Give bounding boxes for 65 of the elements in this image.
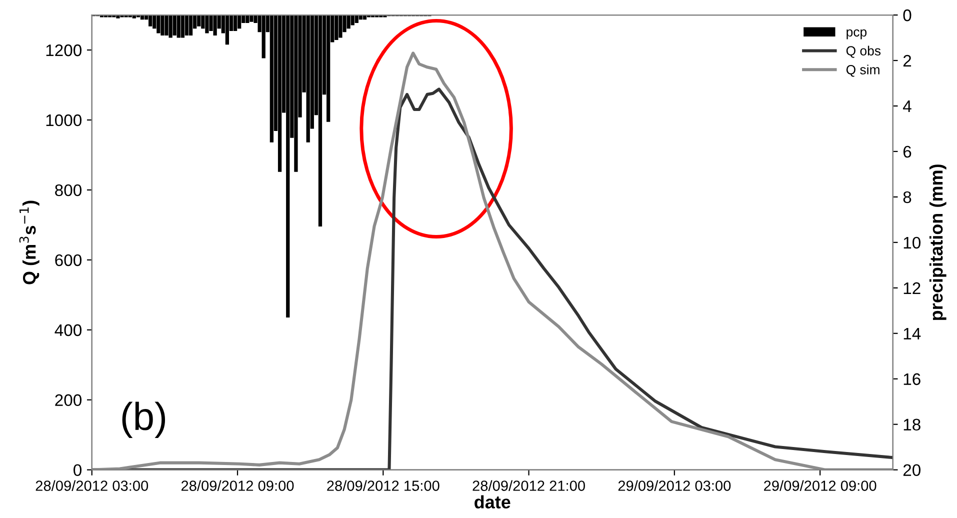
x-axis-title: date [474,495,510,508]
bar [326,15,330,122]
y2-axis-title: precipitation (mm) [929,164,946,320]
bar [338,15,342,38]
bar [156,15,160,34]
y2-tick-label: 6 [903,146,912,158]
bar [164,15,168,36]
bar [294,15,298,172]
bar [213,15,217,36]
y2-tick-label: 16 [904,373,920,386]
legend-label: Q obs [846,46,881,58]
bar [184,15,189,36]
bar [160,15,164,36]
y2-tick-label: 14 [904,328,921,340]
y-tick-label: 800 [55,184,82,196]
bar [270,15,274,142]
bar [350,15,354,26]
y2-tick-label: 18 [904,418,920,431]
y-tick-label: 0 [74,464,82,476]
y-tick-label: 1200 [46,44,82,56]
x-tick-label: 28/09/2012 03:00 [36,480,148,491]
y2-tick-label: 8 [903,191,912,204]
bar [346,15,350,29]
bar [246,15,250,23]
bar [172,15,176,36]
legend-label: pcp [846,29,867,40]
y2-tick-label: 12 [904,282,920,294]
bar [238,15,242,29]
x-tick-label: 29/09/2012 03:00 [618,480,731,491]
y2-tick-label: 20 [903,464,920,476]
y2-tick-label: 10 [904,236,920,249]
bar [286,15,290,318]
x-tick-label: 29/09/2012 09:00 [764,480,876,491]
bar [168,15,172,38]
annotation: (b) [122,402,166,438]
bar [354,15,358,23]
bar [116,15,120,18]
bar [233,15,238,31]
bar [201,15,205,29]
bar [306,15,310,142]
bar [152,15,156,29]
y-axis-title: Q (m$^{3}$s$^{−1}$) [19,200,40,284]
y-tick-label: 200 [55,394,82,406]
bar [188,15,193,36]
legend-label: Q sim [846,64,880,77]
bar [334,15,338,40]
bar [176,15,180,38]
bar [180,15,185,38]
y-tick-label: 600 [55,254,82,266]
bar [250,15,254,22]
bar [197,15,201,26]
x-tick-label: 28/09/2012 21:00 [472,480,585,491]
bar [318,15,322,227]
bar [225,15,230,45]
y-tick-label: 1000 [46,114,82,126]
y-tick-label: 400 [54,324,82,336]
x-tick-label: 28/09/2012 09:00 [181,480,294,491]
y2-tick-label: 0 [903,9,912,22]
bar [278,15,282,172]
y2-tick-label: 2 [903,54,912,67]
y2-tick-label: 4 [902,100,912,112]
bar [262,15,266,58]
bar [148,15,152,26]
x-tick-label: 28/09/2012 15:00 [327,480,440,491]
bar [205,15,209,34]
